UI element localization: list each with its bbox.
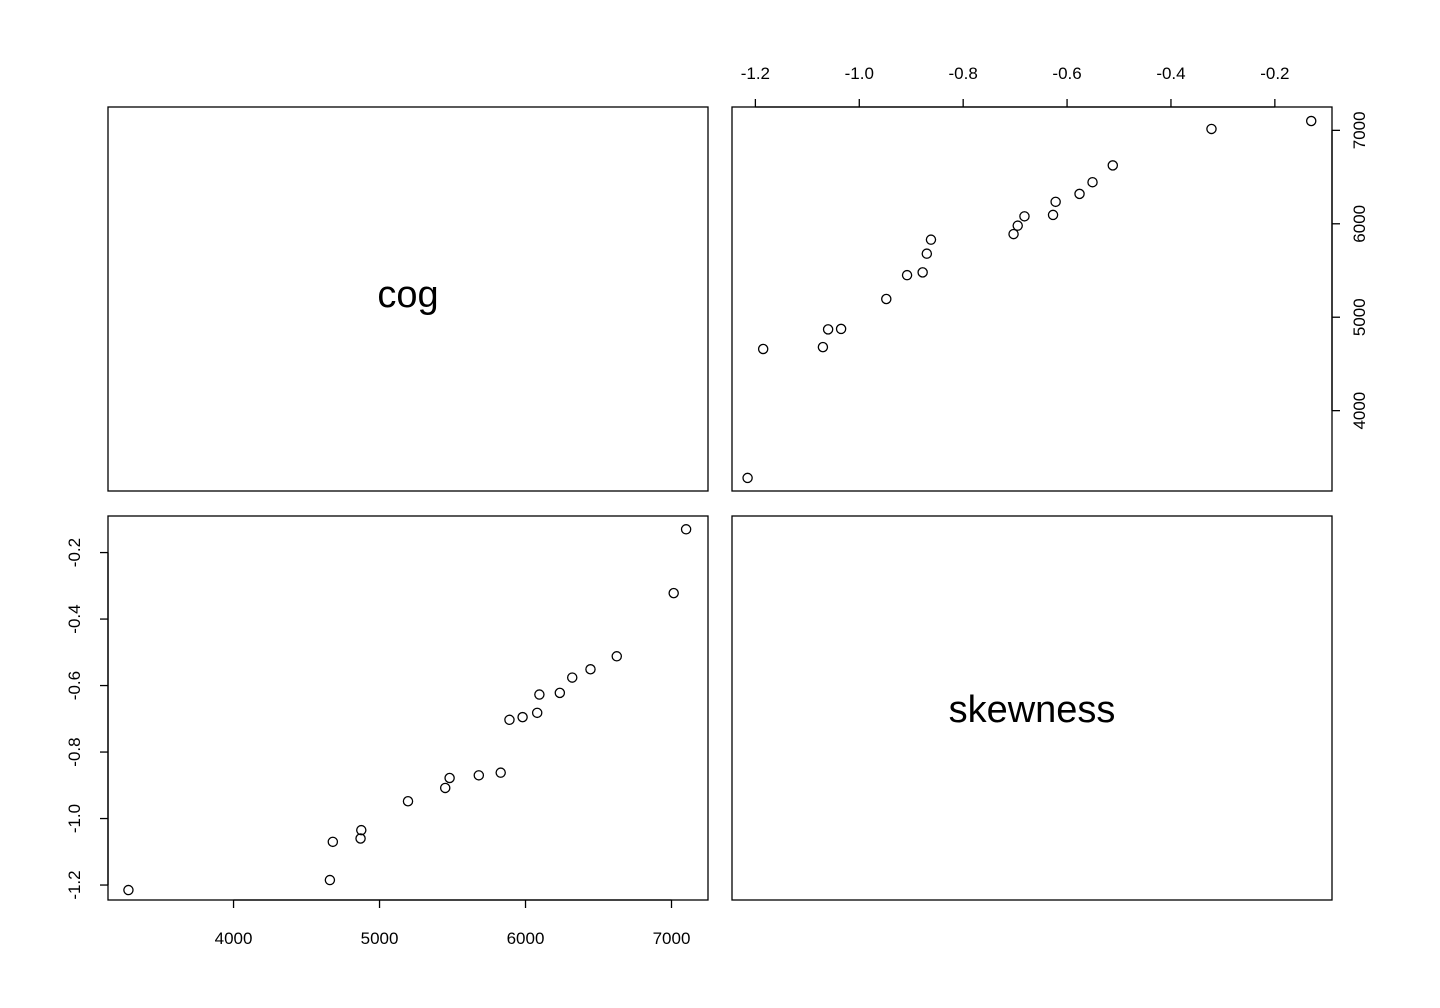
- scatter-point-skewness-cog: [881, 293, 892, 305]
- scatter-point-skewness-cog: [917, 267, 928, 278]
- scatter-point-cog-skewness: [504, 714, 515, 726]
- points-lower-panel: [123, 524, 692, 896]
- scatter-point-cog-skewness: [356, 824, 367, 836]
- right-axis-cog: 4000 5000 6000 7000: [1331, 111, 1369, 430]
- top-axis-tick-label: -0.2: [1260, 64, 1289, 83]
- top-axis-tick-label: -0.6: [1052, 64, 1081, 83]
- top-axis-tick-label: -0.4: [1156, 64, 1185, 83]
- scatter-point-cog-skewness: [680, 524, 692, 535]
- scatter-point-cog-skewness: [327, 836, 339, 848]
- right-axis-tick-label: 7000: [1350, 111, 1369, 149]
- scatter-point-cog-skewness: [355, 833, 366, 844]
- scatter-point-skewness-cog: [1206, 123, 1217, 135]
- left-axis-tick-label: -0.8: [65, 737, 84, 766]
- scatter-point-skewness-cog: [1008, 228, 1019, 240]
- scatter-point-cog-skewness: [123, 884, 134, 896]
- bottom-axis-cog: 4000 5000 6000 7000: [215, 899, 691, 948]
- top-axis-tick-label: -1.0: [845, 64, 874, 83]
- bottom-axis-tick-label: 5000: [361, 929, 399, 948]
- left-axis-tick-label: -1.2: [65, 870, 84, 899]
- right-axis-tick-label: 6000: [1350, 205, 1369, 243]
- scatter-point-skewness-cog: [1012, 220, 1023, 231]
- variable-label-cog: cog: [377, 274, 438, 316]
- panel-cog-diagonal: [107, 106, 709, 492]
- panel-skewness-vs-cog: [731, 106, 1333, 492]
- scatter-point-skewness-cog: [921, 248, 933, 259]
- left-axis-tick-label: -0.2: [65, 538, 84, 567]
- scatter-point-skewness-cog: [1107, 160, 1119, 171]
- scatter-point-cog-skewness: [566, 672, 578, 683]
- scatter-point-cog-skewness: [534, 689, 545, 700]
- left-axis-tick-label: -0.6: [65, 671, 84, 700]
- left-axis-tick-label: -0.4: [65, 604, 84, 633]
- scatter-point-cog-skewness: [531, 707, 543, 719]
- scatter-point-skewness-cog: [1050, 196, 1061, 208]
- scatter-point-cog-skewness: [439, 782, 451, 794]
- scatter-point-skewness-cog: [742, 472, 753, 484]
- scatter-point-cog-skewness: [402, 796, 414, 807]
- scatter-point-skewness-cog: [1074, 188, 1085, 200]
- scatter-point-skewness-cog: [817, 341, 829, 353]
- points-upper-panel: [742, 115, 1317, 484]
- scatter-point-cog-skewness: [554, 687, 566, 699]
- scatter-point-cog-skewness: [517, 711, 528, 723]
- left-axis-tick-label: -1.0: [65, 804, 84, 833]
- scatter-point-skewness-cog: [1087, 176, 1098, 188]
- scatter-point-skewness-cog: [1047, 209, 1059, 221]
- bottom-axis-tick-label: 6000: [507, 929, 545, 948]
- panel-skewness-diagonal: [731, 515, 1333, 901]
- scatter-point-skewness-cog: [901, 269, 913, 281]
- scatter-point-cog-skewness: [611, 651, 623, 662]
- panel-cog-vs-skewness: [107, 515, 709, 901]
- scatter-point-skewness-cog: [835, 323, 847, 335]
- right-axis-tick-label: 5000: [1350, 298, 1369, 336]
- scatter-point-cog-skewness: [324, 874, 336, 886]
- scatter-point-skewness-cog: [925, 234, 937, 245]
- top-axis-tick-label: -0.8: [949, 64, 978, 83]
- left-axis-skewness: -1.2 -1.0 -0.8 -0.6 -0.4 -0.2: [65, 538, 109, 900]
- scatter-point-skewness-cog: [1305, 115, 1317, 127]
- scatter-point-cog-skewness: [585, 664, 596, 675]
- right-axis-tick-label: 4000: [1350, 392, 1369, 430]
- scatter-point-skewness-cog: [1019, 211, 1030, 222]
- bottom-axis-tick-label: 7000: [653, 929, 691, 948]
- variable-label-skewness: skewness: [949, 689, 1116, 731]
- scatter-point-skewness-cog: [757, 343, 769, 355]
- scatter-point-cog-skewness: [444, 772, 455, 784]
- bottom-axis-tick-label: 4000: [215, 929, 253, 948]
- scatter-point-cog-skewness: [668, 587, 679, 599]
- top-axis-skewness: -1.2 -1.0 -0.8 -0.6 -0.4 -0.2: [741, 64, 1290, 108]
- scatter-point-cog-skewness: [495, 767, 506, 778]
- top-axis-tick-label: -1.2: [741, 64, 770, 83]
- scatter-point-cog-skewness: [473, 770, 485, 781]
- scatter-point-skewness-cog: [822, 324, 834, 335]
